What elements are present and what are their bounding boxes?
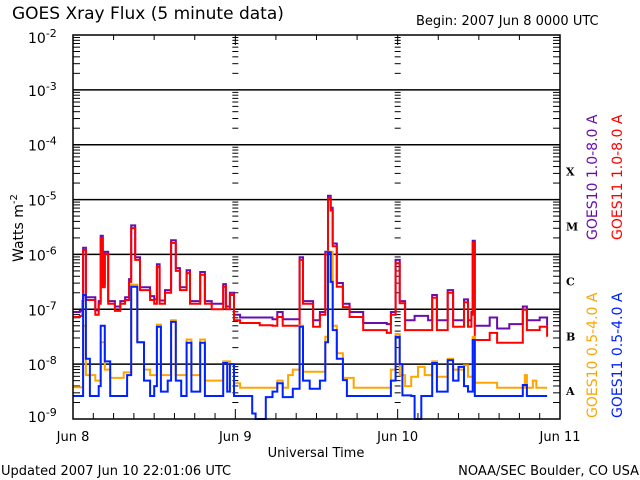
y-tick-base: 10 [28,358,46,374]
flare-class-label: C [566,275,575,288]
y-axis-label: Watts m-2 [9,194,27,262]
svg-text:Watts m-2: Watts m-2 [9,194,27,262]
x-tick-label: Jun 8 [56,430,90,445]
y-tick-base: 10 [28,139,46,155]
y-tick-exponent: -5 [46,190,57,203]
credit-label: NOAA/SEC Boulder, CO USA [458,464,639,479]
series-line-1 [73,196,549,344]
y-tick-base: 10 [28,31,46,47]
y-tick-exponent: -8 [46,354,57,367]
y-tick-base: 10 [28,410,46,426]
y-tick-base: 10 [28,194,46,210]
y-axis-label-text: Watts m [11,204,27,262]
y-tick-label: 10-4 [28,135,57,155]
y-axis-label-sup: -2 [9,194,20,204]
legend-entry: GOES10 0.5-4.0 A [585,292,601,418]
y-tick-base: 10 [28,248,46,264]
y-tick-label: 10-3 [28,80,57,100]
flare-class-label: X [566,166,575,179]
flare-class-labels: X M C B A [565,166,578,398]
y-tick-label: 10-9 [28,406,57,426]
y-tick-label: 10-8 [28,354,57,374]
flare-class-label: B [566,330,575,343]
legend-label: GOES11 0.5-4.0 A [610,292,626,418]
begin-label: Begin: 2007 Jun 8 0000 UTC [416,14,599,29]
y-tick-exponent: -4 [46,135,57,148]
y-tick-exponent: -7 [46,299,57,312]
axis-ticks [72,35,561,419]
y-tick-base: 10 [28,84,46,100]
legend-label: GOES10 0.5-4.0 A [585,292,601,418]
y-tick-base: 10 [28,303,46,319]
plot-frame [72,34,561,420]
y-tick-label: 10-6 [28,244,57,264]
y-tick-exponent: -2 [46,27,57,40]
legend-label: GOES10 1.0-8.0 A [585,114,601,240]
chart-title: GOES Xray Flux (5 minute data) [12,4,284,24]
legend-entry: GOES11 0.5-4.0 A [610,292,626,418]
y-tick-label: 10-5 [28,190,57,210]
x-tick-label: Jun 11 [539,430,581,445]
y-tick-label: 10-7 [28,299,57,319]
legend-label: GOES11 1.0-8.0 A [610,114,626,240]
legend-entry: GOES10 1.0-8.0 A [585,114,601,240]
y-tick-labels: 10-210-310-410-510-610-710-810-9 [28,27,57,426]
gridlines [73,89,560,365]
x-axis-label: Universal Time [268,446,365,461]
series-line-3 [73,251,548,420]
flare-class-label: M [566,221,578,234]
x-tick-label: Jun 9 [218,430,252,445]
series-lines [73,194,549,420]
updated-timestamp: Updated 2007 Jun 10 22:01:06 UTC [1,464,231,479]
flare-class-label: A [565,385,575,398]
y-tick-exponent: -3 [46,80,57,93]
y-tick-exponent: -9 [46,406,57,419]
legend: GOES10 1.0-8.0 A GOES11 1.0-8.0 A GOES10 0… [585,114,626,418]
x-tick-label: Jun 10 [376,430,418,445]
legend-entry: GOES11 1.0-8.0 A [610,114,626,240]
x-tick-labels: Jun 8 Jun 9 Jun 10 Jun 11 [56,430,581,445]
y-tick-exponent: -6 [46,244,57,257]
y-tick-label: 10-2 [28,27,57,47]
